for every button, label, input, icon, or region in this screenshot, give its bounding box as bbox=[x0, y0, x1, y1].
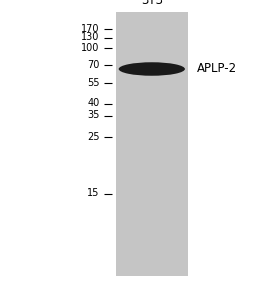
Text: APLP-2: APLP-2 bbox=[197, 62, 237, 76]
Text: 25: 25 bbox=[87, 131, 99, 142]
Text: 35: 35 bbox=[87, 110, 99, 121]
Text: 130: 130 bbox=[81, 32, 99, 43]
Text: 15: 15 bbox=[87, 188, 99, 199]
Text: 3T3: 3T3 bbox=[141, 0, 163, 8]
Text: 55: 55 bbox=[87, 77, 99, 88]
Text: 70: 70 bbox=[87, 59, 99, 70]
Ellipse shape bbox=[119, 62, 185, 76]
Text: 170: 170 bbox=[81, 23, 99, 34]
Bar bbox=[116, 12, 188, 276]
Text: 40: 40 bbox=[87, 98, 99, 109]
Text: 100: 100 bbox=[81, 43, 99, 53]
